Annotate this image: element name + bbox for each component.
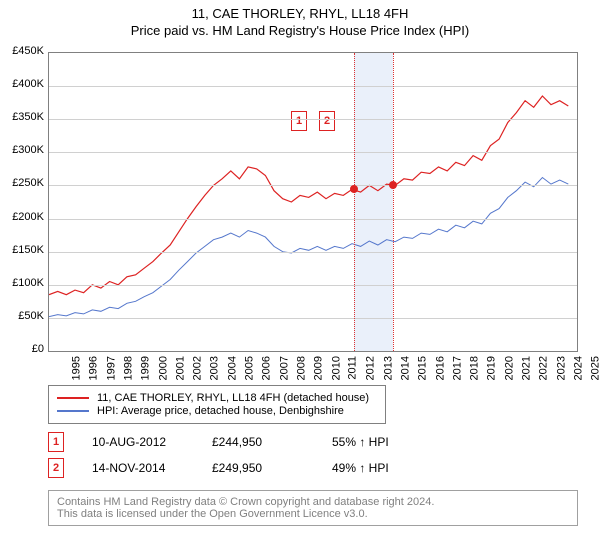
y-axis-label: £450K [2, 45, 44, 57]
x-axis-label: 2019 [486, 356, 498, 380]
event-vline [393, 53, 394, 351]
x-axis-label: 2008 [296, 356, 308, 380]
grid-line [49, 185, 577, 186]
x-axis-label: 2010 [330, 356, 342, 380]
grid-line [49, 252, 577, 253]
y-axis-label: £400K [2, 78, 44, 90]
x-axis-label: 2017 [451, 356, 463, 380]
x-axis-label: 2022 [538, 356, 550, 380]
x-axis-label: 2012 [365, 356, 377, 380]
y-axis-label: £300K [2, 144, 44, 156]
transaction-comparison: 49% ↑ HPI [332, 461, 452, 475]
transaction-price: £244,950 [212, 435, 332, 449]
y-axis-label: £50K [2, 310, 44, 322]
x-axis-label: 2011 [347, 356, 359, 380]
x-axis-label: 1998 [122, 356, 134, 380]
event-dot [350, 185, 358, 193]
legend-label: 11, CAE THORLEY, RHYL, LL18 4FH (detache… [97, 392, 369, 404]
footer-line2: This data is licensed under the Open Gov… [57, 508, 569, 520]
title-address: 11, CAE THORLEY, RHYL, LL18 4FH [0, 6, 600, 21]
x-axis-label: 2018 [469, 356, 481, 380]
x-axis-label: 2001 [174, 356, 186, 380]
series-property [49, 96, 568, 295]
event-dot [389, 181, 397, 189]
x-axis-label: 2014 [399, 356, 411, 380]
x-axis-label: 2020 [503, 356, 515, 380]
legend-label: HPI: Average price, detached house, Denb… [97, 405, 344, 417]
transaction-price: £249,950 [212, 461, 332, 475]
x-axis-label: 2006 [261, 356, 273, 380]
x-axis-label: 2024 [573, 356, 585, 380]
grid-line [49, 285, 577, 286]
x-axis-label: 2005 [244, 356, 256, 380]
x-axis-label: 1999 [140, 356, 152, 380]
x-axis-label: 2004 [226, 356, 238, 380]
y-axis-label: £100K [2, 277, 44, 289]
transaction-date: 14-NOV-2014 [92, 461, 212, 475]
chart-container: 11, CAE THORLEY, RHYL, LL18 4FH Price pa… [0, 0, 600, 560]
line-series-svg [49, 53, 577, 351]
chart-plot-area: 12 [48, 52, 578, 352]
grid-line [49, 86, 577, 87]
x-axis-label: 2003 [209, 356, 221, 380]
x-axis-label: 1997 [105, 356, 117, 380]
event-vline [354, 53, 355, 351]
grid-line [49, 152, 577, 153]
x-axis-label: 2007 [278, 356, 290, 380]
y-axis-label: £0 [2, 343, 44, 355]
grid-line [49, 318, 577, 319]
x-axis-label: 1995 [70, 356, 82, 380]
x-axis-label: 2000 [157, 356, 169, 380]
series-hpi [49, 178, 568, 317]
y-axis-label: £350K [2, 111, 44, 123]
transaction-comparison: 55% ↑ HPI [332, 435, 452, 449]
x-axis-label: 2025 [590, 356, 600, 380]
legend-swatch [57, 397, 89, 399]
legend-row: 11, CAE THORLEY, RHYL, LL18 4FH (detache… [57, 392, 377, 404]
x-axis-label: 2013 [382, 356, 394, 380]
x-axis-label: 2021 [521, 356, 533, 380]
y-axis-label: £200K [2, 211, 44, 223]
grid-line [49, 119, 577, 120]
title-subtitle: Price paid vs. HM Land Registry's House … [0, 23, 600, 38]
x-axis-label: 1996 [88, 356, 100, 380]
footer-attribution: Contains HM Land Registry data © Crown c… [48, 490, 578, 526]
transaction-date: 10-AUG-2012 [92, 435, 212, 449]
transaction-row: 1 10-AUG-2012£244,95055% ↑ HPI [48, 432, 452, 452]
grid-line [49, 219, 577, 220]
transaction-row: 2 14-NOV-2014£249,95049% ↑ HPI [48, 458, 452, 478]
transaction-marker: 2 [48, 458, 64, 478]
legend-swatch [57, 410, 89, 412]
x-axis-label: 2023 [555, 356, 567, 380]
transaction-marker: 1 [48, 432, 64, 452]
title-block: 11, CAE THORLEY, RHYL, LL18 4FH Price pa… [0, 0, 600, 38]
legend-box: 11, CAE THORLEY, RHYL, LL18 4FH (detache… [48, 385, 386, 424]
x-axis-label: 2009 [313, 356, 325, 380]
x-axis-label: 2002 [192, 356, 204, 380]
y-axis-label: £250K [2, 177, 44, 189]
legend-row: HPI: Average price, detached house, Denb… [57, 405, 377, 417]
x-axis-label: 2015 [417, 356, 429, 380]
transaction-table: 1 10-AUG-2012£244,95055% ↑ HPI 2 14-NOV-201… [48, 432, 452, 484]
footer-line1: Contains HM Land Registry data © Crown c… [57, 496, 569, 508]
x-axis-label: 2016 [434, 356, 446, 380]
y-axis-label: £150K [2, 244, 44, 256]
